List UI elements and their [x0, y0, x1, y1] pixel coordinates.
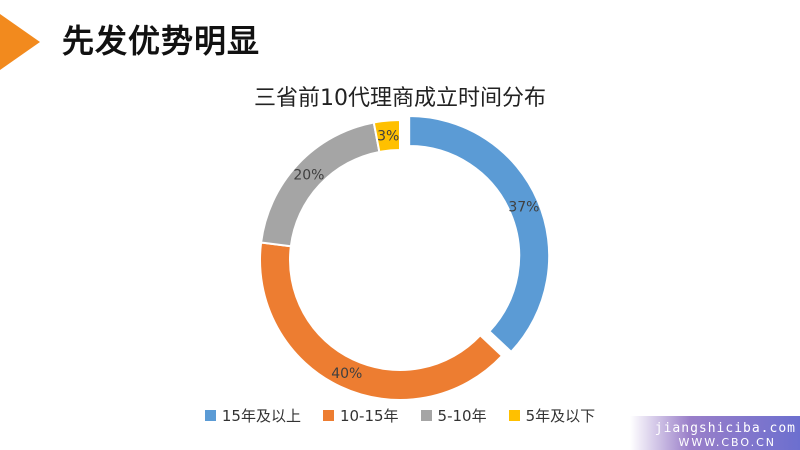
header-arrow-icon — [0, 14, 40, 70]
slice-label-2: 20% — [293, 167, 324, 183]
legend-label-3: 5年及以下 — [525, 407, 596, 425]
slide-title: 先发优势明显 — [62, 22, 261, 60]
slice-label-1: 40% — [331, 366, 362, 382]
legend-label-1: 10-15年 — [339, 407, 399, 425]
chart-legend: 15年及以上 10-15年 5-10年 5年及以下 — [0, 405, 800, 426]
donut-slice-1 — [259, 241, 504, 401]
legend-item-1: 10-15年 — [322, 405, 399, 426]
slice-label-0: 37% — [508, 199, 539, 215]
chart-title: 三省前10代理商成立时间分布 — [254, 86, 546, 111]
legend-item-0: 15年及以上 — [204, 405, 301, 426]
legend-item-2: 5-10年 — [420, 405, 487, 426]
donut-slice-2 — [259, 121, 381, 248]
legend-swatch-3 — [508, 410, 520, 421]
legend-swatch-0 — [204, 410, 216, 421]
donut-slice-3 — [372, 118, 401, 154]
legend-swatch-2 — [420, 410, 432, 421]
legend-item-3: 5年及以下 — [508, 405, 596, 426]
slice-label-3: 3% — [377, 129, 399, 145]
watermark: jiangshiciba.com WWW.CBO.CN — [630, 416, 800, 450]
legend-swatch-1 — [322, 410, 334, 421]
watermark-site: jiangshiciba.com — [654, 421, 796, 436]
watermark-url: WWW.CBO.CN — [678, 436, 776, 449]
legend-label-2: 5-10年 — [437, 407, 487, 425]
donut-slice-0 — [408, 115, 551, 354]
legend-label-0: 15年及以上 — [221, 407, 301, 425]
